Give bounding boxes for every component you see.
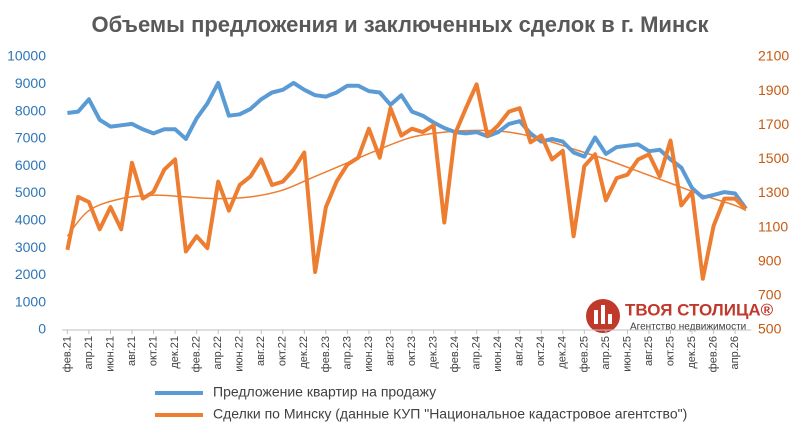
y2-tick-label: 700 (758, 287, 782, 303)
logo-icon-part (608, 314, 612, 324)
x-tick-label: апр.21 (83, 336, 95, 369)
x-tick-label: окт.21 (147, 336, 159, 366)
y-tick-label: 10000 (7, 48, 46, 64)
x-tick-label: дек.21 (169, 336, 181, 369)
y2-tick-label: 500 (758, 321, 782, 337)
logo-name: ТВОЯ СТОЛИЦА® (625, 300, 774, 319)
y-tick-label: 1000 (15, 293, 46, 309)
legend-label: Сделки по Минску (данные КУП "Национальн… (213, 406, 687, 422)
x-tick-label: апр.22 (212, 336, 224, 369)
x-tick-label: апр.26 (729, 336, 741, 369)
x-tick-label: дек.25 (686, 336, 698, 369)
y-tick-label: 2000 (15, 266, 46, 282)
y2-tick-label: 900 (758, 252, 782, 268)
x-tick-label: авг.25 (643, 336, 655, 366)
y2-tick-label: 1300 (758, 184, 789, 200)
x-tick-label: фев.23 (320, 336, 332, 372)
series-line (67, 80, 748, 210)
series-line (65, 82, 748, 281)
chart-title: Объемы предложения и заключенных сделок … (92, 12, 710, 37)
y2-tick-label: 1700 (758, 116, 789, 132)
x-tick-label: окт.22 (277, 336, 289, 366)
x-tick-label: окт.25 (664, 336, 676, 366)
x-tick-label: июн.21 (104, 336, 116, 372)
logo-icon-part (594, 310, 598, 324)
y2-tick-label: 1100 (758, 218, 788, 234)
x-tick-label: окт.24 (535, 336, 547, 366)
x-tick-label: фев.24 (449, 336, 461, 372)
x-tick-label: фев.25 (578, 336, 590, 372)
x-tick-label: июн.23 (363, 336, 375, 372)
x-tick-label: авг.22 (255, 336, 267, 366)
legend-label: Предложение квартир на продажу (213, 384, 436, 400)
trend-line (66, 129, 747, 237)
logo: ТВОЯ СТОЛИЦА® Агентство недвижимости (586, 299, 774, 333)
y-tick-label: 6000 (15, 157, 46, 173)
x-tick-label: апр.25 (600, 336, 612, 369)
y2-tick-label: 2100 (758, 48, 789, 64)
x-tick-label: июн.24 (492, 336, 504, 372)
x-tick-label: июн.22 (234, 336, 246, 372)
x-tick-label: фев.26 (707, 336, 719, 372)
x-tick-label: дек.24 (557, 336, 569, 369)
y-tick-label: 4000 (15, 212, 46, 228)
x-tick-label: дек.23 (427, 336, 439, 369)
x-tick-label: апр.23 (341, 336, 353, 369)
x-tick-label: авг.24 (514, 336, 526, 366)
y-tick-label: 8000 (15, 102, 46, 118)
x-tick-label: фев.22 (191, 336, 203, 372)
x-tick-label: апр.24 (471, 336, 483, 369)
x-tick-label: дек.22 (298, 336, 310, 369)
y2-tick-label: 1900 (758, 82, 789, 98)
x-tick-label: фев.21 (61, 336, 73, 372)
x-tick-label: авг.21 (126, 336, 138, 366)
y-tick-label: 5000 (15, 184, 46, 200)
y-tick-label: 9000 (15, 75, 46, 91)
y-tick-label: 7000 (15, 130, 46, 146)
x-tick-label: окт.23 (406, 336, 418, 366)
logo-tagline: Агентство недвижимости (630, 322, 746, 333)
x-tick-label: авг.23 (384, 336, 396, 366)
x-tick-label: июн.25 (621, 336, 633, 372)
y-tick-label: 0 (38, 321, 46, 337)
y-tick-label: 3000 (15, 239, 46, 255)
y2-tick-label: 1500 (758, 150, 789, 166)
logo-icon-part (601, 305, 605, 324)
